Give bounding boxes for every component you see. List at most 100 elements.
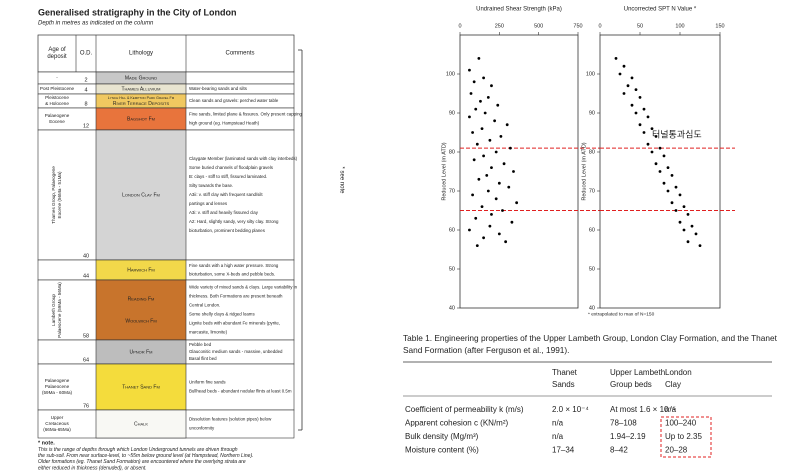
table-cell: n/a bbox=[552, 419, 564, 428]
data-point bbox=[480, 205, 484, 209]
column-header: deposit bbox=[47, 54, 67, 60]
od-label: 76 bbox=[83, 403, 89, 409]
data-point bbox=[488, 138, 492, 142]
data-point bbox=[686, 240, 690, 244]
data-point bbox=[469, 92, 473, 95]
comment-line: Fine sands, limited plane & fissures. On… bbox=[189, 112, 303, 117]
data-point bbox=[499, 135, 503, 138]
table-header: Group beds bbox=[610, 380, 652, 389]
y-tick-label: 70 bbox=[449, 188, 455, 194]
table-cell: Coefficient of permeability k (m/s) bbox=[405, 405, 524, 414]
comment-line: A3ii: v. stiff clay with frequent sand/s… bbox=[189, 192, 263, 197]
y-tick-label: 90 bbox=[589, 110, 595, 116]
data-point bbox=[646, 115, 650, 119]
data-point bbox=[515, 201, 519, 205]
age-label: Upper bbox=[51, 415, 64, 420]
data-point bbox=[502, 162, 506, 166]
comment-line: thickness. Both Formations are present b… bbox=[189, 294, 283, 299]
table-title: Sand Formation (after Ferguson et al., 1… bbox=[403, 345, 570, 355]
data-point bbox=[486, 189, 490, 193]
data-point bbox=[475, 244, 479, 248]
comment-line: Pebble bed bbox=[189, 342, 212, 347]
age-label: (66Ma-65Ma) bbox=[43, 427, 71, 432]
age-label: Eocene (56Ma - 51Ma) bbox=[57, 171, 62, 218]
plot-frame bbox=[459, 34, 579, 309]
table-cell: Up to 2.35 bbox=[665, 432, 702, 441]
data-point bbox=[471, 193, 474, 197]
data-point bbox=[634, 88, 638, 91]
data-point bbox=[483, 111, 487, 115]
age-label: Palaeogene bbox=[45, 113, 70, 118]
data-point bbox=[630, 76, 634, 80]
od-label: 64 bbox=[83, 357, 89, 363]
age-label: Palaeocene (59Ma - 56Ma) bbox=[57, 282, 62, 338]
data-point bbox=[468, 228, 471, 232]
lithology-label: River Terrace Deposits bbox=[113, 101, 170, 107]
data-point bbox=[472, 158, 476, 162]
data-point bbox=[674, 209, 678, 212]
data-point bbox=[678, 193, 682, 197]
data-point bbox=[482, 154, 485, 158]
data-point bbox=[510, 220, 514, 224]
od-label: 40 bbox=[83, 253, 89, 259]
data-point bbox=[468, 115, 471, 119]
comment-line: Silty towards the base. bbox=[189, 183, 233, 188]
data-point bbox=[674, 185, 678, 189]
x-tick-label: 250 bbox=[495, 23, 504, 29]
comment-line: Central London. bbox=[189, 303, 220, 308]
table-cell: n/a bbox=[552, 432, 564, 441]
x-axis-title: Undrained Shear Strength (kPa) bbox=[476, 7, 562, 13]
header-box bbox=[37, 34, 295, 73]
comment-line: A2: Hard, slightly sandy, very silty cla… bbox=[189, 219, 279, 224]
table-cell: 100–240 bbox=[665, 419, 697, 428]
od-label: 2 bbox=[84, 77, 87, 83]
data-point bbox=[477, 177, 481, 181]
lithology-label: Harwich Fm bbox=[127, 267, 155, 273]
y-tick-label: 60 bbox=[589, 227, 595, 233]
column-header: Age of bbox=[48, 47, 66, 53]
table-title: Table 1. Engineering properties of the U… bbox=[403, 333, 778, 343]
comment-line: Fine sands with a high water pressure. S… bbox=[189, 263, 279, 268]
data-point bbox=[682, 205, 686, 209]
note-title: * note. bbox=[38, 440, 55, 446]
data-point bbox=[507, 185, 511, 189]
table-cell: 78–108 bbox=[610, 419, 637, 428]
comment-line: marcasite, limonite) bbox=[189, 330, 228, 335]
y-tick-label: 100 bbox=[586, 71, 595, 77]
data-point bbox=[642, 131, 646, 134]
data-point bbox=[670, 174, 674, 177]
x-axis-title: Uncorrected SPT N Value * bbox=[624, 7, 697, 13]
y-axis-title: Reduced Level (m ATD) bbox=[581, 142, 587, 200]
data-point bbox=[488, 224, 492, 228]
data-point bbox=[490, 84, 493, 88]
lithology-fill bbox=[95, 279, 187, 341]
data-point bbox=[494, 150, 498, 154]
age-label: & Holocene bbox=[45, 101, 69, 106]
x-tick-label: 0 bbox=[458, 23, 461, 29]
comment-line: Claygate Member (laminated sands with cl… bbox=[189, 156, 298, 161]
table-cell: At most 1.6 × 10⁻⁵ bbox=[610, 405, 676, 414]
data-point bbox=[480, 127, 484, 130]
table-cell: 2.0 × 10⁻⁴ bbox=[552, 405, 589, 414]
column-header: Comments bbox=[225, 51, 254, 57]
x-tick-label: 500 bbox=[534, 23, 543, 29]
comment-line: bioturbation, some X-beds and pebble bed… bbox=[189, 271, 275, 276]
age-label: (59Ma - 60Ma) bbox=[42, 390, 73, 395]
lithology-label: Thanet Sand Fm bbox=[122, 384, 160, 390]
data-point bbox=[650, 127, 654, 130]
age-label: Lambeth Group bbox=[51, 294, 56, 326]
plot-frame bbox=[599, 34, 721, 309]
data-point bbox=[497, 181, 501, 185]
data-point bbox=[490, 213, 493, 216]
data-point bbox=[471, 131, 474, 134]
y-tick-label: 40 bbox=[449, 305, 455, 311]
data-point bbox=[622, 92, 626, 95]
age-label: - bbox=[56, 75, 58, 80]
y-tick-label: 80 bbox=[449, 149, 455, 155]
data-point bbox=[485, 174, 489, 177]
lithology-label: Lynch Hill & Kempton Park Gravel Fm bbox=[108, 96, 175, 100]
data-point bbox=[477, 57, 481, 60]
x-tick-label: 150 bbox=[715, 23, 724, 29]
y-tick-label: 40 bbox=[589, 305, 595, 311]
lithology-label: London Clay Fm bbox=[122, 192, 160, 198]
